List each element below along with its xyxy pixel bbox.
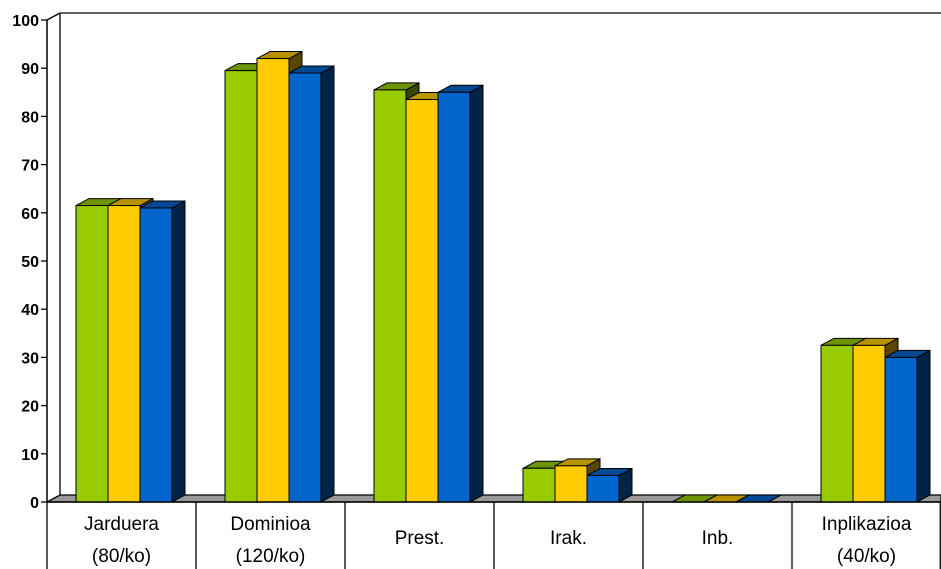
y-tick-label: 30 (21, 350, 39, 367)
y-axis: 0 10 20 30 40 50 60 70 80 90 100 (12, 13, 48, 512)
bar-front (139, 207, 173, 503)
bar (288, 65, 335, 503)
x-category-label: Irak. (550, 528, 587, 549)
x-category-label: (120/ko) (236, 546, 306, 567)
bar-group (522, 458, 633, 503)
bar-front (586, 474, 620, 503)
bar (139, 200, 186, 503)
bar-front (288, 72, 322, 503)
y-tick-label: 20 (21, 399, 39, 416)
y-tick-label: 60 (21, 206, 39, 223)
bar (884, 349, 931, 503)
bar-front (554, 465, 588, 503)
x-category-label: Inplikazioa (822, 514, 912, 535)
y-tick-label: 70 (21, 158, 39, 175)
bar-side (469, 84, 484, 503)
bar-group (75, 197, 186, 503)
x-category-label: (40/ko) (837, 546, 896, 567)
y-tick-label: 10 (21, 447, 39, 464)
back-wall-corner (46, 12, 61, 21)
y-tick-label: 100 (12, 13, 39, 30)
bar-front (107, 205, 141, 503)
bar (437, 84, 484, 503)
bar-group (671, 494, 782, 503)
bar-front (224, 70, 258, 503)
x-category-label: Prest. (395, 528, 445, 549)
y-tick-label: 90 (21, 61, 39, 78)
bar-front (820, 344, 854, 503)
bar-front (256, 58, 290, 503)
bar-front (373, 89, 407, 503)
bar-front (405, 99, 439, 503)
bar-front (75, 205, 109, 503)
bar-front (852, 344, 886, 503)
bar-side (916, 349, 931, 503)
x-axis-table: Jarduera (80/ko) Dominioa (120/ko) Prest. Ira… (46, 501, 941, 569)
bar-front (884, 356, 918, 503)
bar-side (171, 200, 186, 503)
x-category-label: (80/ko) (92, 546, 151, 567)
y-tick-label: 80 (21, 109, 39, 126)
x-category-label: Dominioa (230, 514, 311, 535)
y-tick-label: 50 (21, 254, 39, 271)
bar-group (820, 337, 931, 503)
bars (75, 50, 931, 503)
bar-front (437, 91, 471, 503)
bar (586, 467, 633, 503)
x-category-label: Inb. (702, 528, 734, 549)
x-category-label: Jarduera (84, 514, 159, 535)
y-tick-label: 0 (30, 495, 39, 512)
bar-group (373, 82, 484, 503)
bar-group (224, 50, 335, 503)
bar-side (320, 65, 335, 503)
y-tick-label: 40 (21, 302, 39, 319)
bar-front (522, 467, 556, 503)
